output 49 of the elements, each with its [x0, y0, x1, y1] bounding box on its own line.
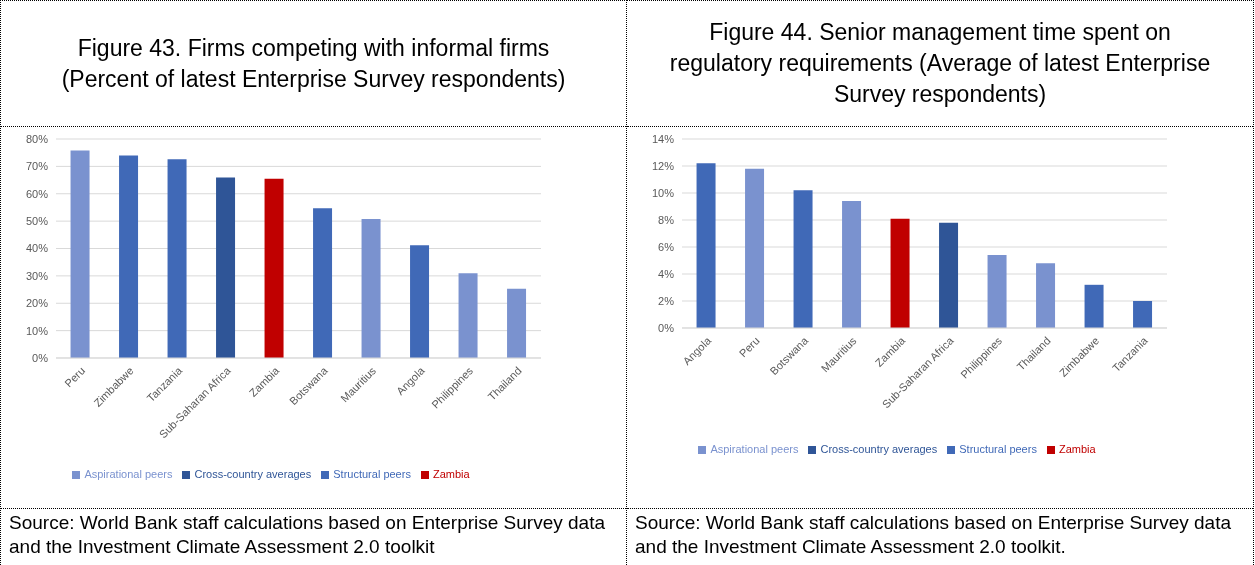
source-note: Source: World Bank staff calculations based on Enterprise Survey data and the Investment Climate Assessment 2.0 toolkit [9, 511, 606, 559]
y-tick-label: 0% [658, 321, 675, 334]
legend-label: Zambia [432, 468, 470, 480]
bar [361, 218, 381, 358]
bar [987, 255, 1007, 328]
bar [1036, 263, 1056, 328]
y-tick-label: 14% [651, 132, 675, 145]
y-tick-label: 50% [25, 215, 49, 228]
y-tick-label: 12% [651, 159, 675, 172]
chart-title: Figure 44. Senior management time spent on regulatory requirements (Average of latest Enterprise Survey respondents) [627, 1, 1253, 127]
y-tick-label: 80% [25, 132, 49, 145]
bar [70, 150, 90, 358]
bar [1133, 301, 1153, 328]
y-tick-label: 30% [25, 269, 49, 282]
bar [458, 273, 478, 358]
y-tick-label: 6% [658, 240, 675, 253]
bar [939, 222, 959, 328]
y-tick-label: 60% [25, 187, 49, 200]
legend-label: Cross-country averages [820, 443, 938, 455]
bar [264, 178, 284, 358]
y-tick-label: 4% [658, 267, 675, 280]
source-note: Source: World Bank staff calculations based on Enterprise Survey data and the Investment Climate Assessment 2.0 toolkit. [635, 511, 1232, 559]
legend-label: Aspirational peers [710, 443, 799, 455]
bar [1084, 284, 1104, 328]
y-tick-label: 2% [658, 294, 675, 307]
y-tick-label: 10% [651, 186, 675, 199]
legend-label: Structural peers [333, 468, 411, 480]
bar [216, 177, 236, 358]
bar [696, 163, 716, 328]
y-tick-label: 0% [32, 351, 49, 364]
y-tick-label: 20% [25, 297, 49, 310]
y-tick-label: 40% [25, 242, 49, 255]
bar [745, 168, 765, 328]
bar [313, 208, 333, 358]
legend-label: Zambia [1058, 443, 1096, 455]
bar [842, 201, 862, 328]
legend-label: Aspirational peers [84, 468, 173, 480]
bar [793, 190, 813, 328]
chart-title: Figure 43. Firms competing with informal firms (Percent of latest Enterprise Survey respondents) [1, 1, 626, 127]
legend-label: Cross-country averages [194, 468, 312, 480]
bar [507, 288, 527, 358]
bar [890, 218, 910, 328]
y-tick-label: 70% [25, 160, 49, 173]
y-tick-label: 8% [658, 213, 675, 226]
y-tick-label: 10% [25, 324, 49, 337]
legend-label: Structural peers [959, 443, 1037, 455]
bar [410, 245, 430, 358]
bar [119, 155, 139, 358]
bar [167, 159, 187, 358]
